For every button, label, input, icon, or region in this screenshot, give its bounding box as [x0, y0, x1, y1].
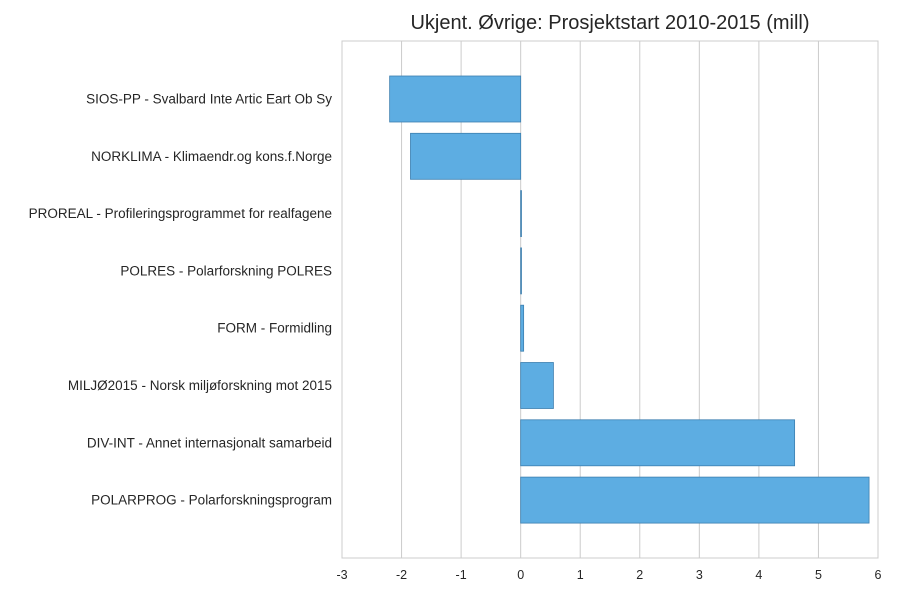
x-tick-label: -2 — [396, 568, 407, 582]
x-tick-labels: -3 -2 -1 0 1 2 3 4 5 6 — [336, 568, 881, 582]
bar — [520, 247, 522, 295]
bar — [520, 419, 796, 467]
category-label: MILJØ2015 - Norsk miljøforskning mot 201… — [68, 378, 332, 393]
bar — [520, 476, 870, 524]
x-tick-label: -1 — [456, 568, 467, 582]
category-label: POLARPROG - Polarforskningsprogram — [91, 493, 332, 508]
x-tick-label: 1 — [577, 568, 584, 582]
category-labels: SIOS-PP - Svalbard Inte Artic Eart Ob Sy… — [29, 92, 333, 508]
bar — [520, 304, 525, 352]
bar — [520, 362, 554, 409]
category-label: FORM - Formidling — [217, 321, 332, 336]
x-tick-label: -3 — [336, 568, 347, 582]
category-label: SIOS-PP - Svalbard Inte Artic Eart Ob Sy — [86, 92, 332, 107]
category-label: POLRES - Polarforskning POLRES — [120, 263, 332, 278]
bar — [389, 75, 522, 123]
category-label: NORKLIMA - Klimaendr.og kons.f.Norge — [91, 149, 332, 164]
x-tick-label: 3 — [696, 568, 703, 582]
bar — [520, 190, 522, 238]
category-label: DIV-INT - Annet internasjonalt samarbeid — [87, 435, 332, 450]
x-tick-label: 5 — [815, 568, 822, 582]
bars — [389, 75, 870, 524]
plot-frame — [341, 40, 879, 559]
grid-lines — [401, 41, 819, 558]
x-tick-label: 2 — [636, 568, 643, 582]
x-tick-label: 6 — [875, 568, 882, 582]
x-tick-label: 0 — [517, 568, 524, 582]
bar — [410, 132, 522, 180]
x-tick-label: 4 — [755, 568, 762, 582]
category-label: PROREAL - Profileringsprogrammet for rea… — [29, 206, 332, 221]
chart-title: Ukjent. Øvrige: Prosjektstart 2010-2015 … — [410, 12, 810, 34]
